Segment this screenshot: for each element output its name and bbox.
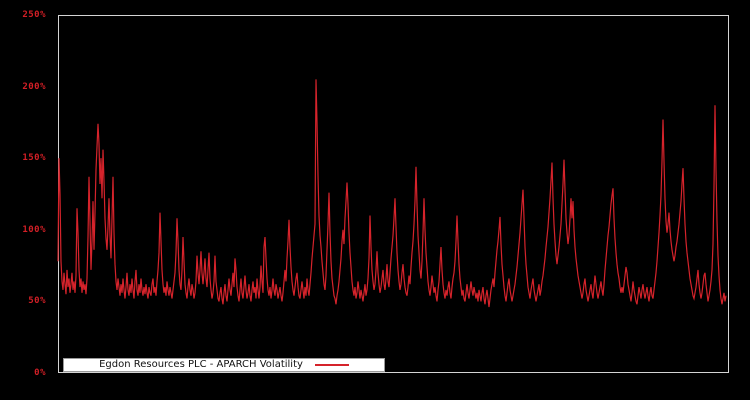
y-tick-label: 200% [22, 81, 46, 92]
y-tick-label: 50% [28, 296, 46, 307]
y-tick-label: 0% [34, 368, 46, 378]
y-tick-label: 100% [22, 224, 46, 235]
y-tick-label: 250% [22, 10, 46, 20]
y-axis: 0% 50% 100% 150% 200% 250% [0, 0, 48, 400]
legend: Egdon Resources PLC - APARCH Volatility [63, 358, 385, 372]
legend-label: Egdon Resources PLC - APARCH Volatility [99, 359, 303, 370]
y-tick-label: 150% [22, 153, 46, 164]
legend-line-sample [314, 364, 349, 366]
